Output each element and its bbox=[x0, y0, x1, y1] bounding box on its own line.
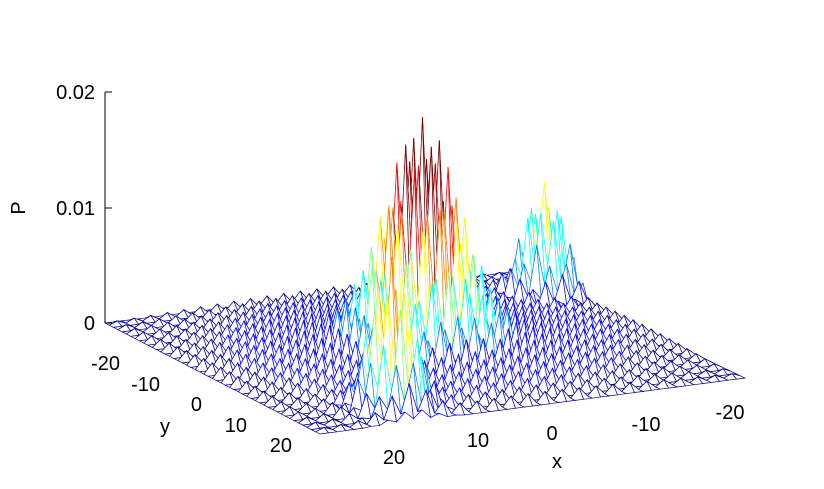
x-tick-label-4: 20 bbox=[383, 447, 405, 469]
x-tick-label-0: -20 bbox=[716, 402, 745, 424]
z-tick-label-2: 0.02 bbox=[56, 82, 95, 104]
x-axis-label: x bbox=[552, 451, 562, 473]
z-tick-label-1: 0.01 bbox=[56, 198, 95, 220]
mesh-cell bbox=[314, 426, 330, 435]
mesh-surface bbox=[103, 116, 747, 435]
x-tick-label-1: -10 bbox=[632, 414, 661, 436]
x-tick-label-3: 10 bbox=[467, 430, 489, 452]
y-tick-label-3: 10 bbox=[225, 415, 247, 437]
z-tick-label-0: 0 bbox=[84, 313, 95, 335]
x-tick-label-2: 0 bbox=[546, 423, 557, 445]
y-tick-label-4: 20 bbox=[270, 435, 292, 457]
y-tick-label-1: -10 bbox=[131, 374, 160, 396]
y-axis-label: y bbox=[160, 416, 170, 438]
z-axis-label: P bbox=[8, 201, 30, 214]
y-tick-label-2: 0 bbox=[191, 394, 202, 416]
y-tick-label-0: -20 bbox=[91, 353, 120, 375]
